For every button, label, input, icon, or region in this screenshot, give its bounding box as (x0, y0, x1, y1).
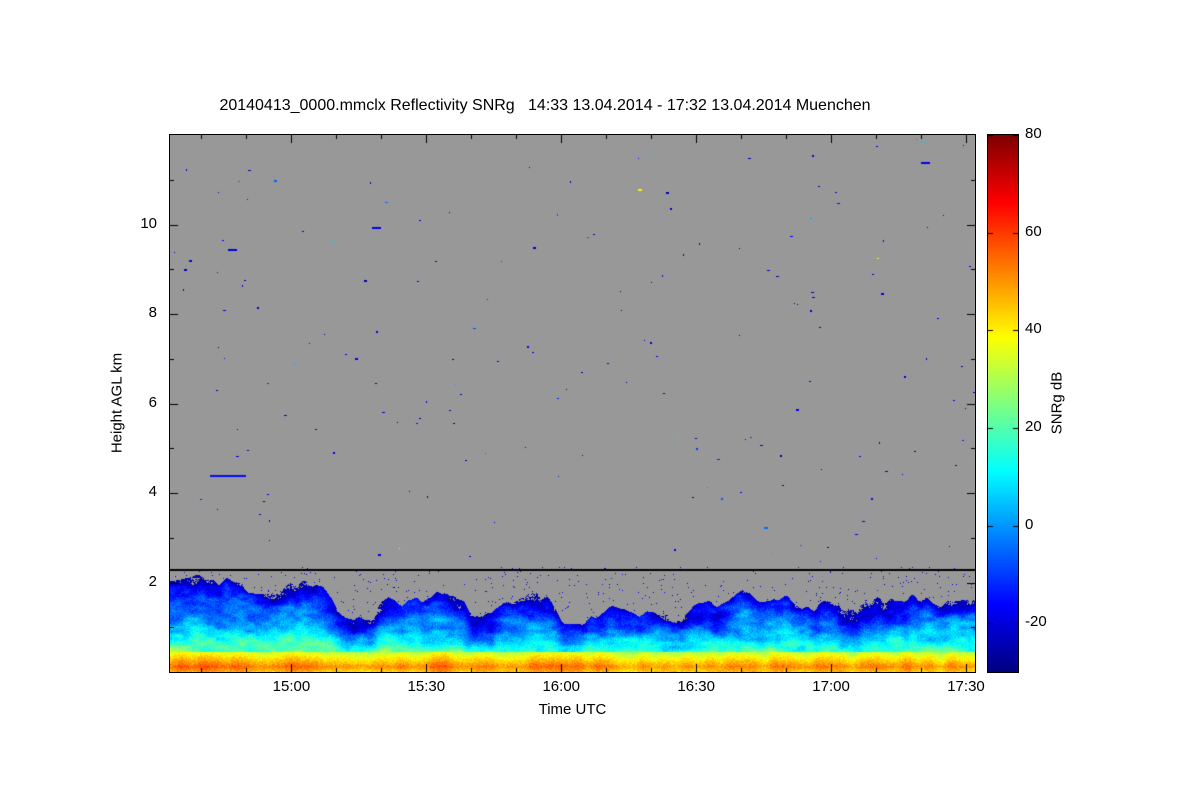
x-tick-label: 17:30 (947, 678, 985, 695)
x-tick-label: 16:30 (677, 678, 715, 695)
y-tick-label: 8 (148, 304, 157, 321)
colorbar-tick-label: 80 (1025, 125, 1042, 142)
colorbar-label: SNRg dB (1048, 371, 1066, 435)
x-tick-label: 17:00 (812, 678, 850, 695)
x-tick-label: 15:30 (407, 678, 446, 695)
colorbar-canvas (988, 135, 1018, 672)
colorbar (987, 134, 1019, 673)
plot-area (169, 134, 976, 673)
y-tick-label: 4 (148, 483, 157, 500)
x-tick-label: 15:00 (272, 678, 311, 695)
colorbar-tick-label: 60 (1025, 222, 1042, 240)
colorbar-tick-label: 20 (1025, 417, 1042, 435)
colorbar-tick-label: 40 (1025, 320, 1042, 338)
y-tick-label: 6 (148, 393, 157, 411)
heatmap-canvas (170, 135, 975, 672)
y-tick-label: 10 (140, 214, 157, 232)
x-axis-label: Time UTC (538, 701, 607, 718)
colorbar-tick-label: 0 (1025, 515, 1034, 533)
colorbar-tick-label: -20 (1025, 613, 1047, 631)
y-tick-label: 2 (148, 572, 157, 590)
plot-title: 20140413_0000.mmclx Reflectivity SNRg 14… (219, 97, 871, 114)
x-tick-label: 16:00 (542, 678, 581, 695)
